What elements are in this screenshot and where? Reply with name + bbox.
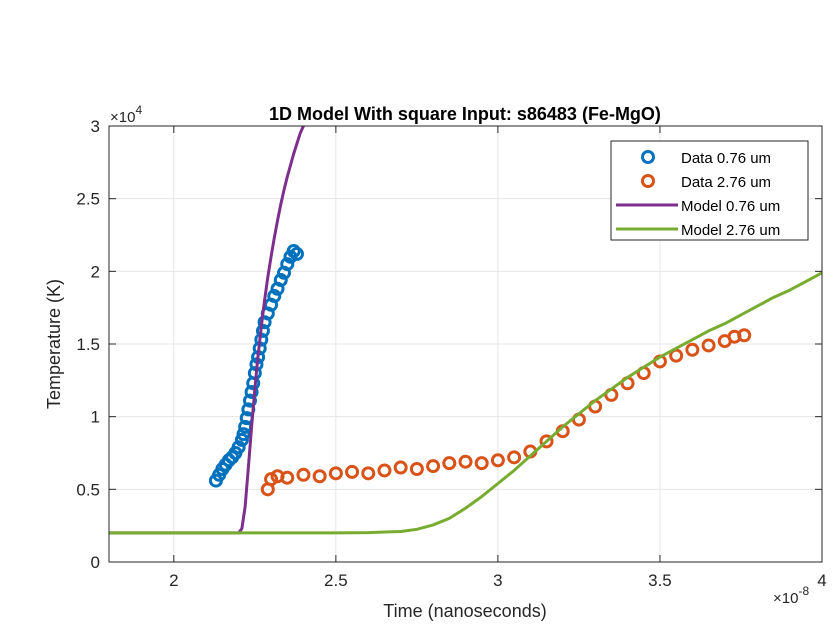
y-exponent-base: ×10 <box>110 109 135 126</box>
legend-marker-data-276 <box>641 174 655 188</box>
data-point-data-2-76-um <box>685 342 700 357</box>
data-point-data-0-76-um <box>236 427 251 442</box>
data-point-data-2-76-um <box>539 434 554 449</box>
data-point-data-2-76-um <box>312 469 327 484</box>
y-exponent-label: ×104 <box>110 103 142 126</box>
data-point-data-2-76-um <box>393 460 408 475</box>
data-point-data-2-76-um <box>442 456 457 471</box>
legend-label-data-276: Data 2.76 um <box>681 174 771 191</box>
series-line-model-0-76-um <box>109 126 305 535</box>
y-tick-label: 2.5 <box>76 190 100 209</box>
data-point-data-2-76-um <box>669 348 684 363</box>
x-axis-label: Time (nanoseconds) <box>383 601 546 621</box>
data-point-data-2-76-um <box>426 459 441 474</box>
data-point-data-2-76-um <box>701 338 716 353</box>
legend-label-data-076: Data 0.76 um <box>681 150 771 167</box>
y-tick-label: 1.5 <box>76 335 100 354</box>
legend-label-model-076: Model 0.76 um <box>681 198 780 215</box>
data-point-data-2-76-um <box>458 454 473 469</box>
y-exponent-power: 4 <box>135 103 142 117</box>
data-point-data-0-76-um <box>273 273 288 288</box>
data-point-data-2-76-um <box>296 467 311 482</box>
data-point-data-2-76-um <box>345 464 360 479</box>
data-point-data-0-76-um <box>280 257 295 272</box>
ticks: 2 2.5 3 3.5 4 0 0.5 1 1.5 2 2.5 3 <box>76 117 826 590</box>
data-point-data-2-76-um <box>280 470 295 485</box>
x-exponent-base: ×10 <box>773 590 798 607</box>
series-line-model-2-76-um <box>109 271 822 535</box>
x-exponent-label: ×10-8 <box>773 584 809 607</box>
y-tick-label: 1 <box>91 408 100 427</box>
y-tick-label: 2 <box>91 262 100 281</box>
data-point-data-2-76-um <box>377 463 392 478</box>
legend: Data 0.76 um Data 2.76 um Model 0.76 um … <box>610 140 809 241</box>
data-point-data-2-76-um <box>409 461 424 476</box>
x-exponent-power: -8 <box>798 584 809 598</box>
x-tick-label: 3 <box>493 571 502 590</box>
x-tick-label: 2.5 <box>324 571 348 590</box>
x-tick-label: 4 <box>817 571 826 590</box>
data-point-data-0-76-um <box>244 384 259 399</box>
legend-marker-data-076 <box>641 150 655 164</box>
x-tick-label: 2 <box>169 571 178 590</box>
x-tick-label: 3.5 <box>648 571 672 590</box>
data-point-data-2-76-um <box>737 328 752 343</box>
legend-label-model-276: Model 2.76 um <box>681 222 780 239</box>
y-tick-label: 0 <box>91 553 100 572</box>
data-point-data-2-76-um <box>328 466 343 481</box>
data-point-data-2-76-um <box>474 456 489 471</box>
y-tick-label: 0.5 <box>76 480 100 499</box>
chart-title: 1D Model With square Input: s86483 (Fe-M… <box>269 104 661 124</box>
series-layer <box>109 126 822 535</box>
data-point-data-0-76-um <box>286 243 301 258</box>
data-point-data-0-76-um <box>231 440 246 455</box>
y-axis-label: Temperature (K) <box>44 279 64 409</box>
y-tick-label: 3 <box>91 117 100 136</box>
data-point-data-2-76-um <box>361 466 376 481</box>
data-point-data-0-76-um <box>289 246 304 261</box>
data-point-data-2-76-um <box>490 453 505 468</box>
data-point-data-0-76-um <box>267 289 282 304</box>
data-point-data-0-76-um <box>242 393 257 408</box>
data-point-data-2-76-um <box>507 450 522 465</box>
